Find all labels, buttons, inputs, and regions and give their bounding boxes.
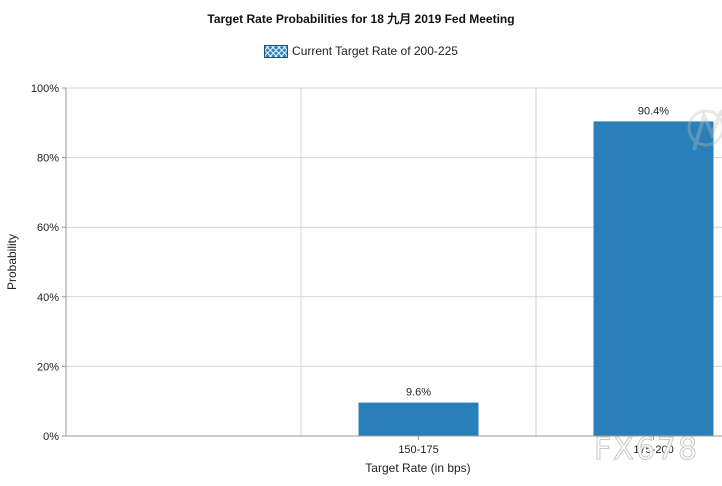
legend-label: Current Target Rate of 200-225 [292, 44, 458, 58]
y-tick-label: 0% [43, 431, 59, 443]
bars-layer [358, 121, 714, 437]
bar [358, 402, 479, 436]
chart-title: Target Rate Probabilities for 18 九月 2019… [207, 12, 515, 26]
x-tick-label: 175-200 [633, 444, 673, 456]
y-tick-label: 20% [37, 361, 59, 373]
labels-layer: 0% 20% 40% 60% 80% 100% 9.6% 150-175 90.4% 175-20… [5, 83, 674, 475]
y-tick-label: 100% [31, 83, 59, 95]
y-tick-label: 80% [37, 153, 59, 165]
x-tick-label: 150-175 [398, 444, 438, 456]
logo-watermark-icon [687, 109, 722, 151]
y-axis-title: Probability [5, 234, 19, 290]
watermark-text: FX678 [593, 432, 700, 468]
bar-data-label: 90.4% [638, 105, 669, 117]
bar [593, 121, 714, 437]
y-tick-label: 40% [37, 292, 59, 304]
x-axis-title: Target Rate (in bps) [365, 461, 470, 475]
axes-layer [62, 87, 722, 440]
legend-swatch-icon [264, 44, 289, 58]
legend: Current Target Rate of 200-225 [0, 44, 722, 58]
y-tick-label: 60% [37, 222, 59, 234]
bar-data-label: 9.6% [406, 387, 431, 399]
